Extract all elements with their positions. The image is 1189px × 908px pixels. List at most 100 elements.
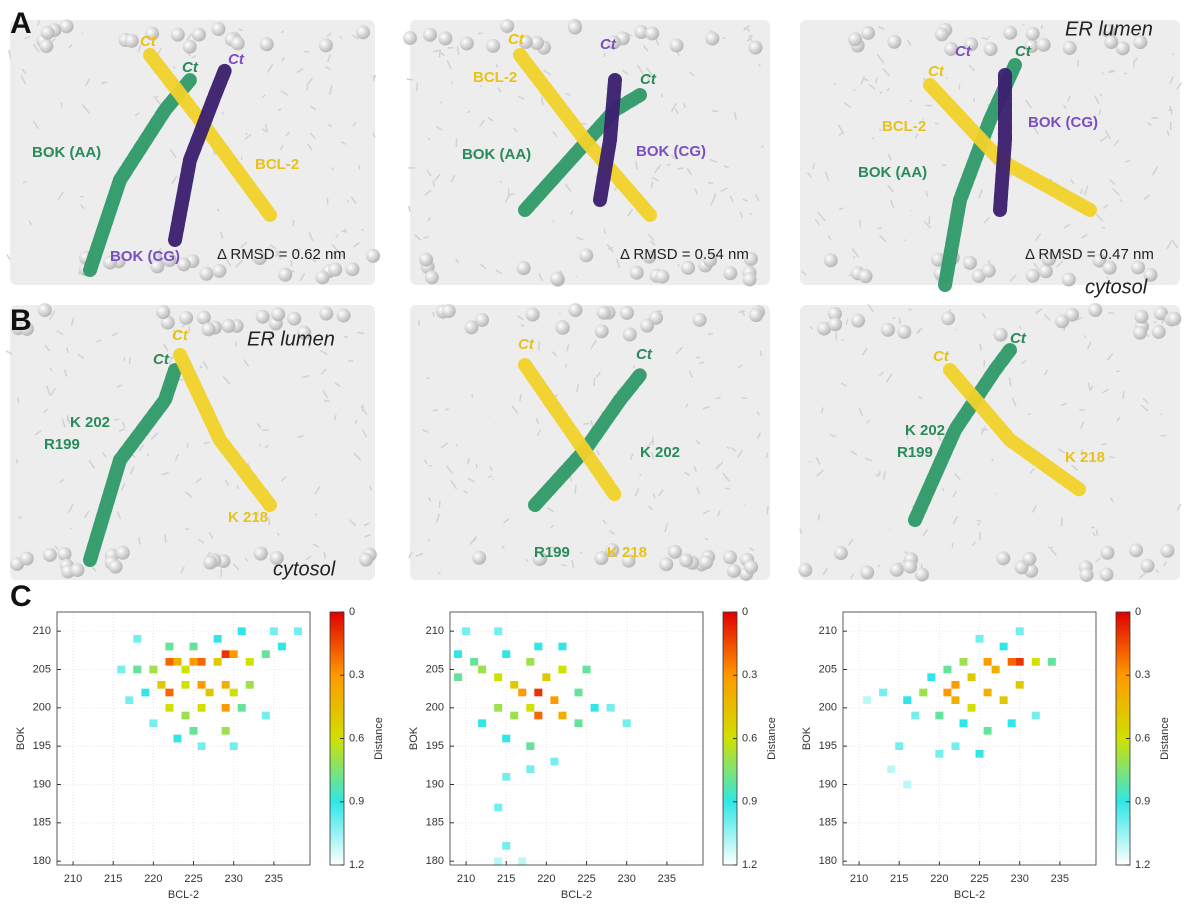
headgroup	[723, 550, 737, 564]
headgroup	[668, 545, 682, 559]
heatmap-cell	[976, 750, 984, 758]
heatmap-cell	[198, 742, 206, 750]
annotation: Ct	[1015, 43, 1032, 60]
heatmap-cell	[222, 704, 230, 712]
annotation: cytosol	[273, 558, 336, 580]
heatmap-cell	[967, 673, 975, 681]
y-tick-label: 185	[426, 817, 444, 829]
headgroup	[834, 546, 848, 560]
headgroup	[915, 568, 929, 582]
lipid	[7, 255, 10, 260]
y-tick-label: 210	[819, 625, 837, 637]
annotation: Ct	[636, 346, 653, 363]
headgroup	[645, 26, 659, 40]
heatmap-cell	[173, 735, 181, 743]
y-tick-label: 195	[33, 740, 51, 752]
headgroup	[897, 325, 911, 339]
headgroup	[1160, 544, 1174, 558]
heatmap-cell	[246, 681, 254, 689]
heatmap-cell	[222, 727, 230, 735]
headgroup	[935, 27, 949, 41]
heatmap-cell	[959, 658, 967, 666]
heatmap-cell	[550, 758, 558, 766]
heatmap-cell	[190, 658, 198, 666]
lipid	[476, 464, 477, 468]
headgroup	[212, 264, 226, 278]
heatmap-cell	[534, 643, 542, 651]
x-tick-label: 215	[497, 873, 515, 885]
headgroup	[356, 25, 370, 39]
x-tick-label: 230	[618, 873, 636, 885]
colorbar-label: Distance	[766, 717, 778, 760]
colorbar-tick-label: 1.2	[742, 859, 757, 871]
headgroup	[994, 328, 1008, 342]
x-tick-label: 215	[104, 873, 122, 885]
headgroup	[517, 261, 531, 275]
heatmap-cell	[943, 689, 951, 697]
lipid	[1108, 313, 1114, 314]
lipid	[1041, 25, 1042, 29]
annotation: Δ RMSD = 0.54 nm	[620, 246, 749, 263]
annotation: Ct	[640, 71, 657, 88]
headgroup	[984, 42, 998, 56]
heatmap-cell	[230, 650, 238, 658]
annotation: Ct	[508, 31, 525, 48]
lipid	[18, 517, 22, 518]
headgroup	[423, 28, 437, 42]
heatmap-cell	[478, 666, 486, 674]
annotation: BOK (AA)	[462, 146, 531, 163]
annotation: Ct	[518, 336, 535, 353]
y-tick-label: 200	[819, 702, 837, 714]
headgroup	[881, 323, 895, 337]
headgroup	[359, 553, 373, 567]
heatmap-cell	[863, 696, 871, 704]
colorbar-tick-label: 0.3	[1135, 669, 1150, 681]
headgroup	[848, 32, 862, 46]
x-tick-label: 210	[64, 873, 82, 885]
heatmap-cell	[1016, 658, 1024, 666]
heatmap-cell	[278, 643, 286, 651]
lipid	[905, 240, 906, 241]
headgroup	[556, 321, 570, 335]
heatmap-cell	[518, 689, 526, 697]
plot-area	[843, 612, 1096, 865]
headgroup	[828, 317, 842, 331]
heatmap-cell	[542, 673, 550, 681]
heatmap-cell	[558, 666, 566, 674]
heatmap-cell	[141, 689, 149, 697]
colorbar-tick-label: 0	[742, 606, 748, 618]
headgroup	[723, 266, 737, 280]
headgroup	[851, 314, 865, 328]
lipid	[186, 529, 190, 530]
heatmap-cell	[190, 727, 198, 735]
headgroup	[60, 19, 74, 33]
headgroup	[425, 270, 439, 284]
heatmap-cell	[951, 742, 959, 750]
heatmap-cell	[214, 658, 222, 666]
headgroup	[1022, 552, 1036, 566]
lipid	[661, 94, 662, 97]
y-tick-label: 190	[33, 778, 51, 790]
lipid	[604, 229, 605, 234]
annotation: BOK (AA)	[32, 144, 101, 161]
annotation: Ct	[140, 33, 157, 50]
annotation: cytosol	[1085, 276, 1148, 298]
y-axis-label: BOK	[15, 726, 27, 750]
colorbar-tick-label: 0.3	[349, 669, 364, 681]
heatmap-cell	[294, 627, 302, 635]
y-tick-label: 185	[819, 817, 837, 829]
y-tick-label: 205	[426, 663, 444, 675]
headgroup	[442, 304, 456, 318]
heatmap-cell	[550, 696, 558, 704]
headgroup	[328, 262, 342, 276]
lipid	[712, 111, 719, 112]
heatmap-cell	[165, 658, 173, 666]
lipid	[818, 514, 819, 521]
heatmap-cell	[502, 773, 510, 781]
plot-area	[450, 612, 703, 865]
heatmap-cell	[246, 658, 254, 666]
molecular-renderings	[6, 19, 1181, 582]
heatmap-cell	[165, 689, 173, 697]
heatmap-cell	[1016, 681, 1024, 689]
lipid	[70, 528, 71, 529]
